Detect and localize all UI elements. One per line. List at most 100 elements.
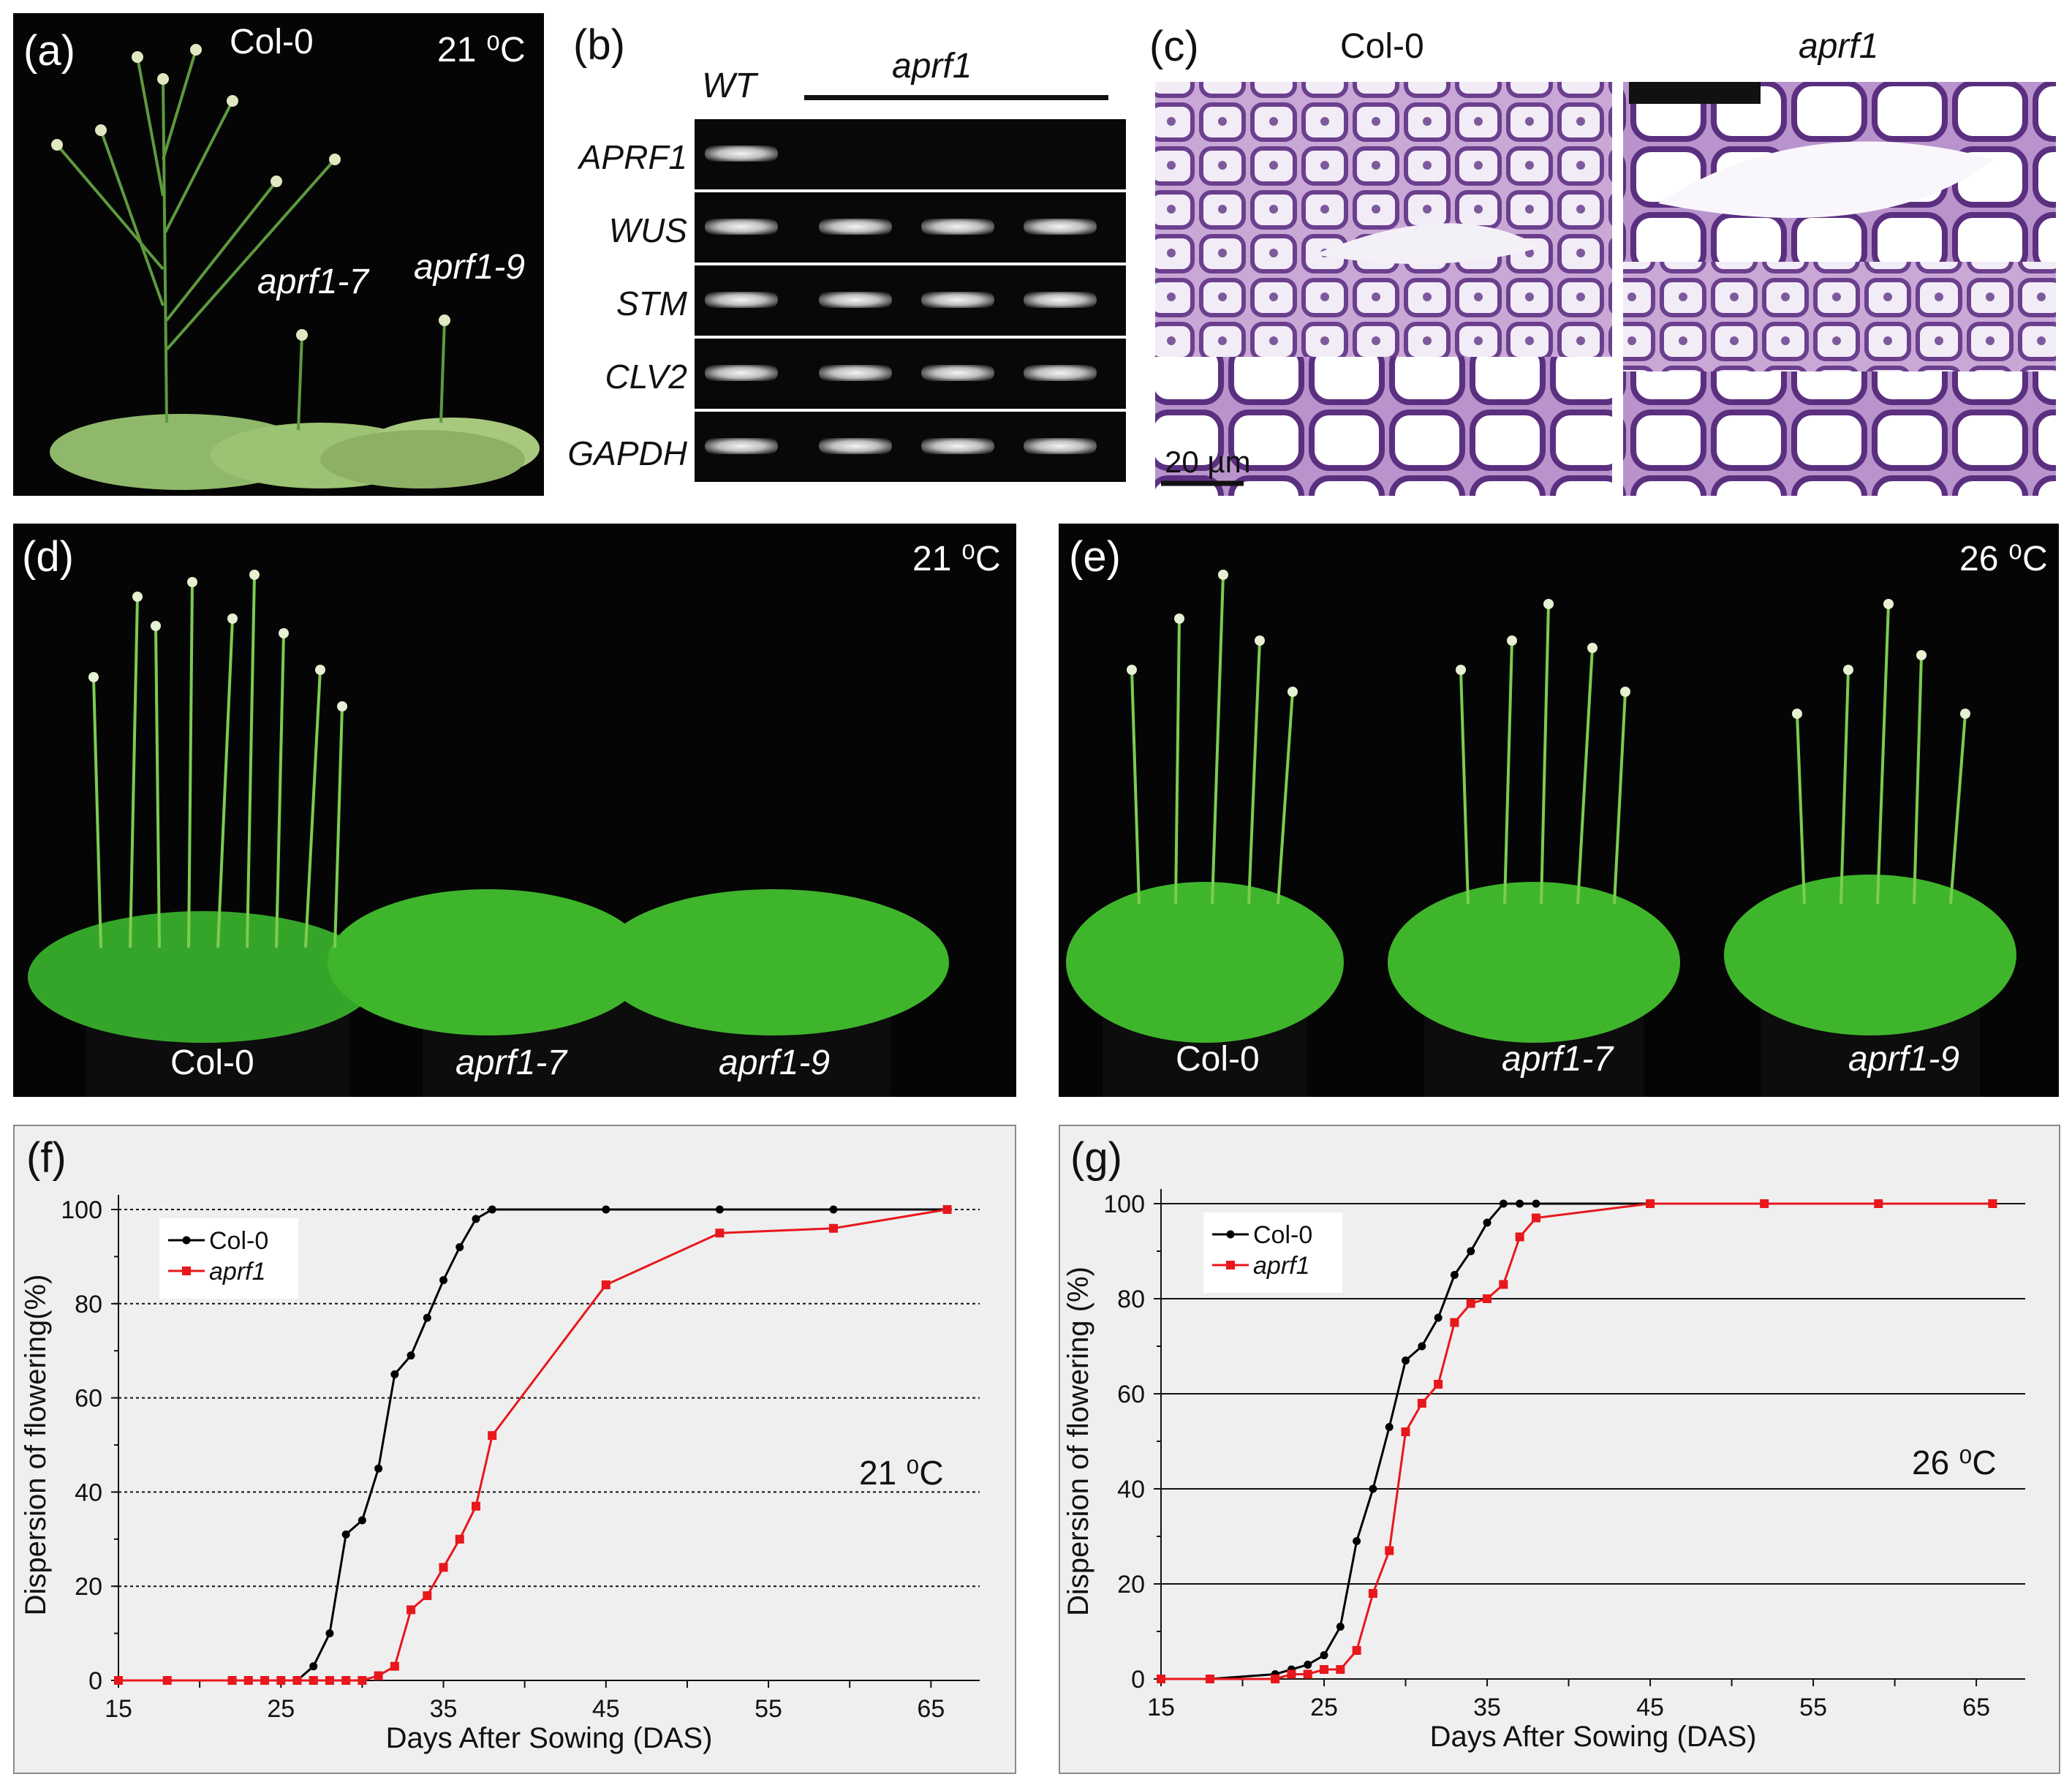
gene-label: GAPDH [567,434,687,472]
y-tick-label: 100 [1103,1190,1145,1218]
chart-f: 0 20 40 60 80 100 15 25 35 45 55 65 Days After Sowin… [20,1195,980,1754]
y-tick-label: 20 [1117,1571,1145,1599]
data-point [1483,1294,1492,1303]
x-axis-label: Days After Sowing (DAS) [386,1722,713,1754]
chart-g: 0 20 40 60 80 100 15 25 35 45 55 65 Days After Sowin… [1062,1189,2025,1753]
genotype-label-aprf1-9: aprf1-9 [414,248,526,287]
data-point [1304,1661,1312,1669]
gel-band [921,219,994,235]
data-point [1466,1299,1475,1308]
micrograph-label-col0: Col-0 [1340,27,1424,66]
data-point [1385,1546,1394,1555]
data-point [1353,1537,1361,1545]
data-point [471,1501,480,1511]
data-point [455,1534,464,1544]
data-point [325,1676,334,1685]
legend-label: Col-0 [1253,1221,1312,1249]
y-tick-label: 0 [88,1667,102,1695]
genotype-label-aprf1-7: aprf1-7 [1502,1040,1614,1079]
x-tick-label: 35 [430,1695,458,1723]
data-point [423,1591,432,1601]
data-point [1385,1423,1394,1431]
gel-band [705,438,778,454]
gel-band [1024,365,1097,381]
gel-band [1024,292,1097,308]
data-point [1760,1199,1769,1208]
panel-label: (a) [23,27,75,75]
genotype-label-aprf1-9: aprf1-9 [1848,1040,1960,1079]
data-point [390,1661,399,1671]
panel-label: (b) [573,21,625,69]
lane-label-aprf1: aprf1 [892,47,972,86]
data-point [1271,1675,1280,1683]
legend-box [159,1218,298,1299]
legend-label: aprf1 [209,1258,266,1286]
chart-f-frame: 0 20 40 60 80 100 15 25 35 45 55 65 Days After Sowin… [13,1125,1016,1774]
temperature-label: 21 ⁰C [912,540,1001,578]
y-tick-label: 60 [1117,1381,1145,1408]
genotype-label-aprf1-7: aprf1-7 [257,263,369,301]
data-point [358,1516,366,1525]
x-tick-label: 45 [1636,1694,1664,1721]
panel-label: (d) [22,533,74,581]
y-tick-label: 20 [75,1573,102,1601]
gene-label: STM [616,284,687,322]
data-point [1417,1399,1426,1408]
y-tick-label: 80 [1117,1286,1145,1313]
data-point [488,1431,497,1441]
temperature-annotation: 26 ⁰C [1912,1444,1997,1482]
gel-row-wus [695,192,1126,263]
data-point [439,1276,448,1285]
data-point [1499,1199,1508,1208]
panel-label: (c) [1149,23,1199,70]
legend-marker [1226,1230,1235,1239]
data-point [1483,1218,1491,1227]
y-axis-label: Dispersion of flowering (%) [1062,1267,1094,1616]
gel-band [921,292,994,308]
panel-e-photo: (e) 26 ⁰C Col-0 aprf1-7 aprf1-9 [1059,524,2059,1097]
data-point [341,1530,350,1539]
data-point [358,1676,367,1685]
data-point [1434,1313,1443,1322]
y-tick-label: 100 [61,1196,102,1224]
legend-label: Col-0 [209,1227,268,1255]
data-point [292,1676,302,1685]
scale-bar-label: 20 µm [1165,445,1251,479]
data-point [1352,1646,1361,1655]
data-point [1205,1675,1214,1683]
gel-band [819,292,892,308]
data-point [715,1205,724,1214]
y-axis-label: Dispersion of flowering(%) [20,1275,52,1616]
data-point [1532,1199,1540,1208]
data-point [1450,1271,1459,1279]
data-point [1336,1665,1345,1674]
data-point [1369,1484,1377,1493]
y-tick-label: 60 [75,1385,102,1413]
gel-row-aprf1 [695,119,1126,189]
temperature-annotation: 21 ⁰C [859,1454,944,1492]
genotype-label-col0: Col-0 [230,23,314,61]
data-point [227,1676,237,1685]
x-tick-label: 65 [917,1695,945,1723]
panel-label: (g) [1070,1134,1122,1182]
gel-band [705,292,778,308]
data-point [390,1370,399,1378]
legend-marker [182,1267,191,1275]
gel-row-stm [695,265,1126,336]
legend-label: aprf1 [1253,1252,1310,1280]
gel-row-gapdh [695,412,1126,482]
panel-label: (e) [1069,533,1121,581]
x-tick-label: 55 [755,1695,782,1723]
lane-group-bar [804,95,1108,100]
plant-illustration-d [28,570,949,1097]
micrograph-cells [1155,82,2056,496]
micrograph-label-aprf1: aprf1 [1799,27,1879,66]
data-point [1418,1342,1426,1351]
gel-band [819,365,892,381]
panel-a-photo: (a) Col-0 21 ⁰C aprf1-7 aprf1-9 [13,13,544,496]
data-point [1434,1380,1443,1389]
data-point [1303,1669,1312,1679]
data-point [309,1676,318,1685]
genotype-label-aprf1-9: aprf1-9 [719,1044,831,1082]
data-point [1320,1665,1329,1674]
